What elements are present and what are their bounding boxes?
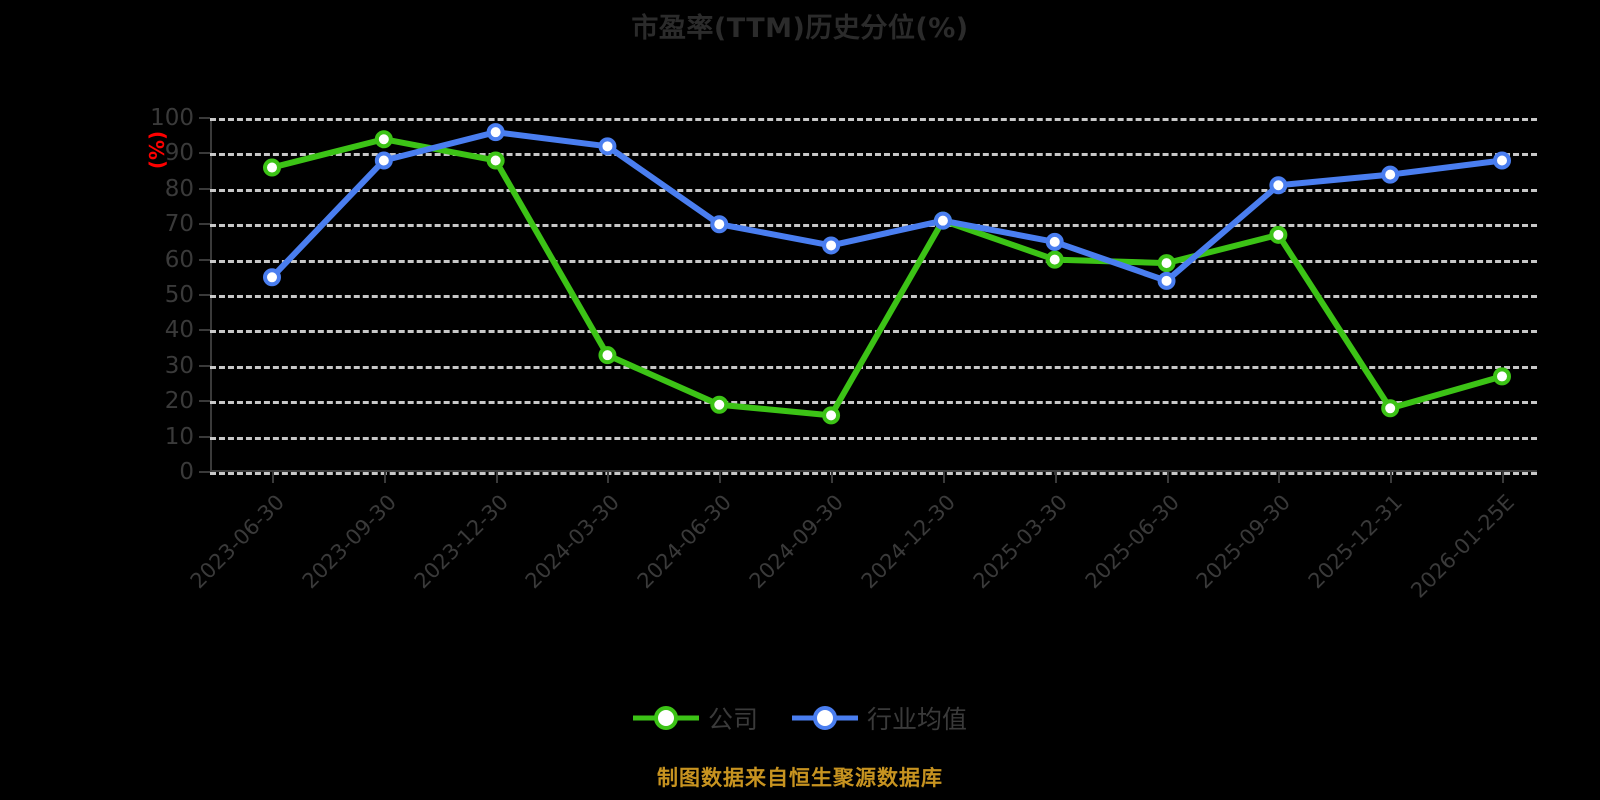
gridline <box>210 365 1537 369</box>
footnote: 制图数据来自恒生聚源数据库 <box>657 766 943 790</box>
y-axis-tick-label: 90 <box>164 140 194 167</box>
gridline <box>210 330 1537 334</box>
x-axis-tick-mark <box>495 472 498 483</box>
gridline <box>210 153 1537 157</box>
chart-title: 市盈率(TTM)历史分位(%) <box>631 13 969 44</box>
gridline <box>210 436 1537 440</box>
data-point[interactable] <box>598 346 617 365</box>
data-point[interactable] <box>822 236 841 255</box>
data-point[interactable] <box>374 130 393 149</box>
y-axis-tick-mark <box>199 117 210 119</box>
legend-swatch-icon <box>792 706 858 730</box>
gridline <box>210 188 1537 192</box>
y-axis-tick-label: 30 <box>164 352 194 379</box>
y-axis-tick-mark <box>199 471 210 473</box>
x-axis-tick-mark <box>1054 472 1057 483</box>
y-axis-tick-label: 70 <box>164 211 194 238</box>
x-axis-tick-mark <box>1502 472 1504 483</box>
data-point[interactable] <box>1269 176 1288 195</box>
x-axis-tick-label: 2025-12-31 <box>1303 490 1408 594</box>
y-axis-tick-mark <box>199 187 210 190</box>
data-point[interactable] <box>1493 151 1511 170</box>
data-point[interactable] <box>1381 399 1400 418</box>
legend-label: 公司 <box>707 705 758 734</box>
x-axis-tick-label: 2025-06-30 <box>1080 490 1184 594</box>
x-axis-tick-mark <box>1390 472 1393 483</box>
y-axis-tick-label: 20 <box>164 388 194 415</box>
x-axis-tick-label: 2024-09-30 <box>744 490 849 594</box>
y-axis-tick-mark <box>199 294 210 296</box>
x-axis-tick-mark <box>607 472 610 483</box>
data-point[interactable] <box>933 211 952 230</box>
x-axis-tick-mark <box>383 472 386 483</box>
y-axis-tick-mark <box>199 364 210 367</box>
x-axis-tick-mark <box>1166 472 1169 483</box>
y-axis-tick-mark <box>199 258 210 261</box>
data-point[interactable] <box>1045 232 1064 251</box>
y-axis-tick-mark <box>199 329 210 332</box>
data-point[interactable] <box>1045 250 1064 269</box>
x-axis-tick-label: 2025-09-30 <box>1192 490 1296 594</box>
legend-swatch-icon <box>632 706 699 730</box>
x-axis-tick-mark <box>1278 472 1281 483</box>
legend-label: 行业均值 <box>867 705 968 734</box>
y-axis-tick-label: 80 <box>164 175 194 202</box>
legend-item-industry[interactable]: 行业均值 <box>792 700 967 736</box>
gridline <box>210 224 1537 228</box>
gridline <box>210 118 1537 121</box>
y-axis-tick-mark <box>199 435 210 438</box>
data-point[interactable] <box>263 268 281 287</box>
plot-area: 0 10 20 30 40 50 60 70 80 90 100 2023-06-30 2023-09… <box>150 105 1537 603</box>
data-point[interactable] <box>486 151 505 170</box>
data-point[interactable] <box>598 137 617 156</box>
data-point[interactable] <box>1157 254 1176 273</box>
x-axis-tick-label: 2024-06-30 <box>632 490 737 594</box>
y-axis-tick-label: 50 <box>164 282 194 308</box>
gridline <box>210 259 1537 263</box>
gridline <box>210 472 1537 475</box>
data-point[interactable] <box>1493 367 1511 386</box>
data-point[interactable] <box>1381 165 1400 184</box>
y-axis-tick-label: 100 <box>150 105 194 131</box>
x-axis-tick-label: 2023-12-30 <box>409 490 513 594</box>
series-layer <box>263 123 1511 425</box>
x-axis-tick-label: 2025-03-30 <box>968 490 1072 594</box>
data-point[interactable] <box>1157 271 1176 290</box>
x-axis-tick-label: 2026-01-25E <box>1406 490 1519 603</box>
gridline <box>210 295 1537 298</box>
x-axis-tick-mark <box>272 472 274 483</box>
series-line-company <box>269 136 1505 419</box>
x-axis-tick-label: 2024-03-30 <box>521 490 625 594</box>
y-axis-tick-mark <box>199 400 210 403</box>
legend-item-company[interactable]: 公司 <box>632 700 758 736</box>
y-axis-tick-mark <box>199 152 210 155</box>
data-point[interactable] <box>710 215 729 234</box>
y-axis-tick-label: 10 <box>164 423 194 450</box>
y-axis-tick-mark <box>199 223 210 226</box>
data-point[interactable] <box>374 151 393 170</box>
data-point[interactable] <box>263 158 281 177</box>
data-point[interactable] <box>822 406 841 425</box>
x-axis-tick-label: 2023-09-30 <box>297 490 401 594</box>
x-axis-tick-mark <box>831 472 834 483</box>
x-axis-tick-label: 2023-06-30 <box>185 490 289 594</box>
data-point[interactable] <box>1269 225 1288 244</box>
series-line-industry <box>269 129 1505 284</box>
y-axis-tick-label: 40 <box>164 317 194 344</box>
y-axis-tick-label: 60 <box>164 246 194 273</box>
x-axis-tick-mark <box>942 472 945 483</box>
x-axis-tick-mark <box>719 472 722 483</box>
y-axis-tick-label: 0 <box>179 459 194 485</box>
data-point[interactable] <box>486 123 505 142</box>
x-axis-tick-label: 2024-12-30 <box>856 490 960 594</box>
data-point[interactable] <box>710 395 729 414</box>
gridline <box>210 401 1537 405</box>
chart-legend: 公司 行业均值 <box>0 700 1600 736</box>
